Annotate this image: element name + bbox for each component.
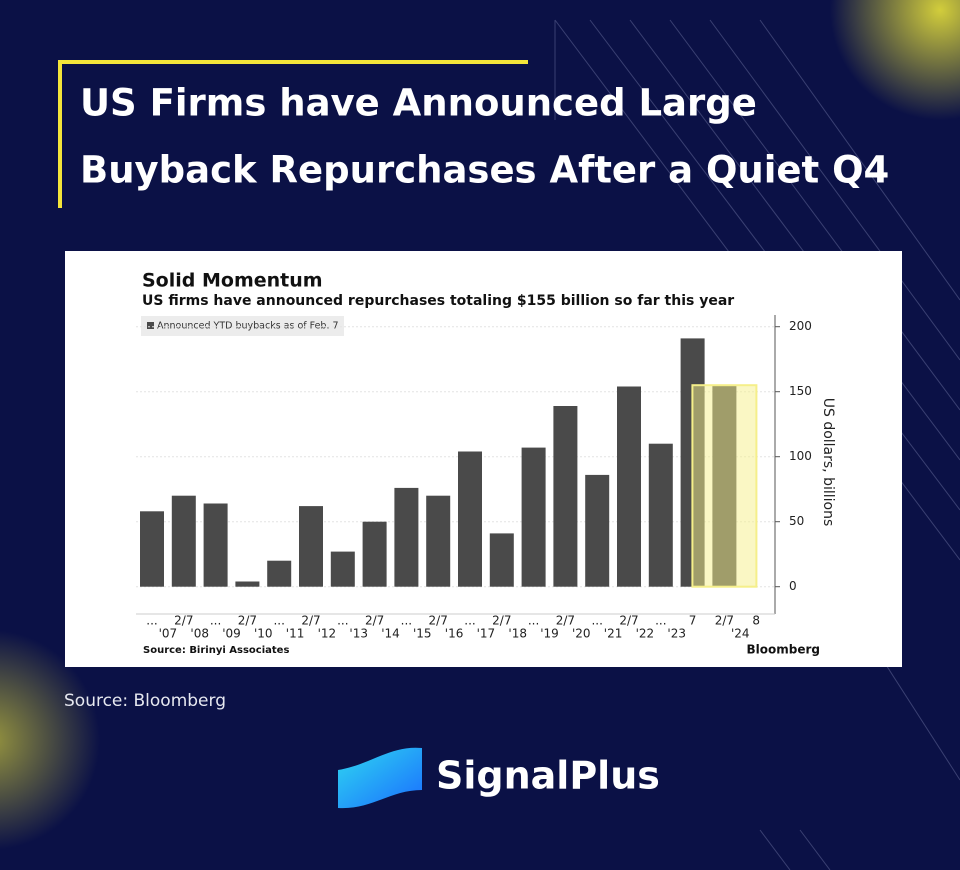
x-tick-label: 2/7 bbox=[301, 614, 320, 628]
y-axis-label: US dollars, billions bbox=[820, 398, 836, 527]
bar bbox=[394, 487, 419, 587]
x-tick-label: ... bbox=[273, 614, 284, 628]
footer-source: Source: Bloomberg bbox=[64, 691, 226, 711]
x-tick-label: '17 bbox=[477, 627, 496, 641]
x-tick-label: '07 bbox=[159, 627, 178, 641]
x-tick-label: ... bbox=[464, 614, 475, 628]
bar bbox=[553, 406, 578, 587]
x-tick-label: '10 bbox=[254, 627, 273, 641]
x-tick-label: ... bbox=[337, 614, 348, 628]
bar bbox=[171, 495, 196, 587]
chart-source: Source: Birinyi Associates bbox=[143, 645, 289, 656]
x-tick-label: '18 bbox=[508, 627, 527, 641]
x-tick-label: ... bbox=[210, 614, 221, 628]
bar bbox=[235, 581, 260, 587]
x-tick-label: '16 bbox=[445, 627, 464, 641]
legend-swatch bbox=[147, 322, 154, 329]
bar bbox=[299, 506, 323, 587]
title-bracket bbox=[58, 60, 528, 208]
x-tick-label: '08 bbox=[190, 627, 209, 641]
bar bbox=[140, 511, 164, 587]
x-tick-label: '24 bbox=[731, 627, 750, 641]
x-tick-label: 2/7 bbox=[492, 614, 511, 628]
logo-text: SignalPlus bbox=[436, 754, 660, 798]
x-tick-label: ... bbox=[528, 614, 539, 628]
x-tick-label: ... bbox=[655, 614, 666, 628]
x-tick-label: '21 bbox=[604, 627, 623, 641]
title: Buyback Repurchases After a Quiet Q4 bbox=[80, 149, 889, 192]
chart-panel bbox=[65, 251, 902, 667]
bar bbox=[521, 447, 546, 587]
bar bbox=[489, 533, 514, 587]
glow bbox=[830, 0, 960, 120]
bar bbox=[617, 386, 641, 587]
x-tick-label: 8 bbox=[752, 614, 760, 628]
y-tick-label: 200 bbox=[789, 319, 812, 333]
bar bbox=[426, 495, 451, 587]
x-tick-label: 2/7 bbox=[365, 614, 384, 628]
y-tick-label: 50 bbox=[789, 514, 804, 528]
x-tick-label: 2/7 bbox=[174, 614, 193, 628]
x-tick-label: '19 bbox=[540, 627, 559, 641]
x-tick-label: '12 bbox=[318, 627, 337, 641]
x-tick-label: ... bbox=[146, 614, 157, 628]
legend-box bbox=[141, 316, 344, 336]
x-tick-label: '20 bbox=[572, 627, 591, 641]
y-tick-label: 150 bbox=[789, 384, 812, 398]
x-tick-label: ... bbox=[591, 614, 602, 628]
bar bbox=[267, 560, 292, 587]
y-tick-label: 0 bbox=[789, 579, 797, 593]
y-tick-label: 100 bbox=[789, 449, 812, 463]
bar bbox=[648, 443, 673, 587]
glow bbox=[0, 630, 100, 850]
x-tick-label: '23 bbox=[667, 627, 686, 641]
x-tick-label: ... bbox=[401, 614, 412, 628]
bar bbox=[330, 551, 355, 587]
x-tick-label: 7 bbox=[689, 614, 697, 628]
x-tick-label: 2/7 bbox=[556, 614, 575, 628]
bar bbox=[203, 503, 228, 587]
x-tick-label: 2/7 bbox=[715, 614, 734, 628]
bar bbox=[458, 451, 482, 587]
x-tick-label: '22 bbox=[636, 627, 655, 641]
title: US Firms have Announced Large bbox=[80, 82, 757, 125]
chart-subtitle: US firms have announced repurchases tota… bbox=[142, 293, 734, 309]
bar bbox=[362, 521, 387, 587]
chart-brand: Bloomberg bbox=[747, 643, 821, 657]
bar bbox=[585, 474, 610, 587]
x-tick-label: '14 bbox=[381, 627, 400, 641]
x-tick-label: 2/7 bbox=[238, 614, 257, 628]
x-tick-label: 2/7 bbox=[429, 614, 448, 628]
x-tick-label: 2/7 bbox=[619, 614, 638, 628]
chart-title: Solid Momentum bbox=[142, 270, 323, 292]
x-tick-label: '11 bbox=[286, 627, 305, 641]
legend-label: Announced YTD buybacks as of Feb. 7 bbox=[157, 321, 339, 332]
x-tick-label: '13 bbox=[349, 627, 368, 641]
x-tick-label: '15 bbox=[413, 627, 432, 641]
highlight bbox=[691, 384, 758, 588]
x-tick-label: '09 bbox=[222, 627, 241, 641]
logo-icon bbox=[338, 747, 422, 809]
